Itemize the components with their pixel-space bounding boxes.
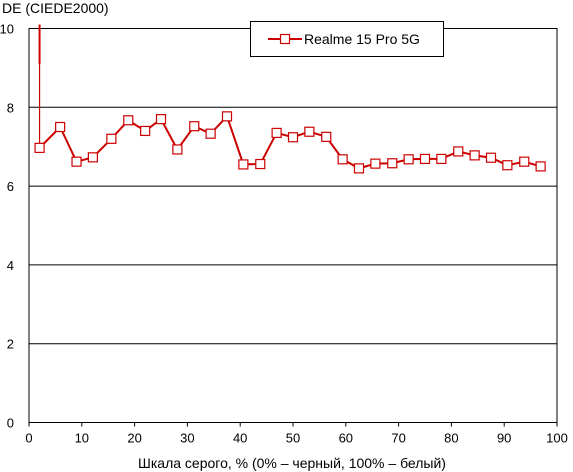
data-point (123, 115, 134, 126)
data-point (189, 121, 200, 132)
data-point (106, 133, 117, 144)
data-point (140, 125, 151, 137)
y-tick-label: 2 (7, 337, 14, 352)
y-tick-label: 0 (7, 416, 14, 431)
x-tick-label: 10 (75, 431, 89, 446)
data-point (502, 160, 513, 171)
x-tick-label: 20 (127, 431, 141, 446)
y-tick-label: 8 (7, 100, 14, 115)
data-point (403, 154, 414, 165)
plot-area (28, 28, 558, 423)
x-tick-label: 30 (180, 431, 194, 446)
data-point (221, 111, 233, 122)
data-point (34, 142, 45, 153)
data-point (453, 146, 464, 157)
data-point (172, 144, 183, 155)
data-point (519, 156, 530, 167)
data-point (321, 131, 332, 142)
x-tick-label: 90 (497, 431, 511, 446)
data-point (337, 154, 348, 165)
x-tick-label: 70 (391, 431, 405, 446)
grid (29, 106, 557, 345)
data-point (238, 159, 249, 170)
y-tick-label: 6 (7, 179, 14, 194)
x-tick-label: 80 (444, 431, 458, 446)
data-point (55, 121, 66, 133)
x-tick-labels: 0 10 20 30 40 50 60 70 80 90 100 (25, 422, 568, 446)
data-point (205, 128, 216, 139)
x-tick-label: 100 (546, 431, 568, 446)
y-axis-label: DE (CIEDE2000) (2, 0, 109, 16)
x-tick-label: 0 (25, 431, 32, 446)
legend: Realme 15 Pro 5G (250, 21, 444, 57)
y-tick-labels: 0 2 4 6 8 10 (0, 22, 14, 431)
data-point (71, 156, 82, 167)
data-point (370, 158, 381, 169)
x-axis-label: Шкала серого, % (0% – черный, 100% – бел… (138, 455, 446, 471)
data-point (304, 126, 315, 137)
data-point (387, 158, 398, 169)
x-tick-label: 60 (339, 431, 353, 446)
x-tick-label: 40 (233, 431, 247, 446)
legend-marker (279, 33, 291, 45)
data-point (87, 152, 98, 163)
data-point (255, 158, 266, 170)
data-point (485, 152, 497, 163)
data-point (155, 114, 167, 125)
series-group (34, 24, 546, 174)
data-point (419, 153, 431, 165)
data-point (469, 150, 480, 161)
data-point (287, 132, 299, 143)
y-tick-label: 10 (0, 22, 14, 37)
x-tick-label: 50 (286, 431, 300, 446)
y-tick-label: 4 (7, 258, 14, 273)
data-point (436, 153, 447, 165)
data-point (271, 127, 282, 139)
data-point (353, 163, 365, 174)
data-point (535, 161, 546, 172)
legend-label: Realme 15 Pro 5G (304, 31, 420, 47)
